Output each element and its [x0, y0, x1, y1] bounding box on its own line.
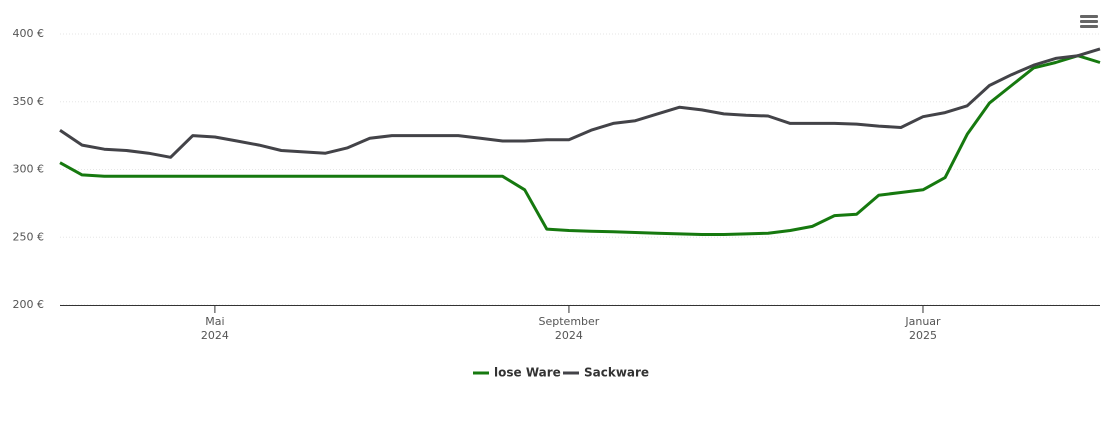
- series-line: [59, 54, 1101, 236]
- legend-label: lose Ware: [494, 366, 561, 380]
- menu-bar: [1080, 25, 1098, 28]
- x-tick-label: 2024: [201, 329, 229, 342]
- legend-item[interactable]: Sackware: [563, 366, 649, 380]
- y-tick-label: 250 €: [13, 230, 45, 243]
- x-tick-label: 2025: [909, 329, 937, 342]
- x-tick-label: Mai: [205, 315, 224, 328]
- legend-item[interactable]: lose Ware: [473, 366, 561, 380]
- y-tick-label: 400 €: [13, 27, 45, 40]
- menu-bar: [1080, 15, 1098, 18]
- series-line: [59, 47, 1101, 159]
- x-tick-label: September: [539, 315, 600, 328]
- y-tick-label: 350 €: [13, 95, 45, 108]
- menu-bar: [1080, 20, 1098, 23]
- y-tick-label: 200 €: [13, 298, 45, 311]
- menu-button[interactable]: [1080, 15, 1098, 28]
- x-tick-label: Januar: [904, 315, 941, 328]
- legend: lose Ware Sackware: [473, 366, 649, 380]
- x-tick-label: 2024: [555, 329, 583, 342]
- y-tick-label: 300 €: [13, 163, 45, 176]
- legend-label: Sackware: [584, 366, 649, 380]
